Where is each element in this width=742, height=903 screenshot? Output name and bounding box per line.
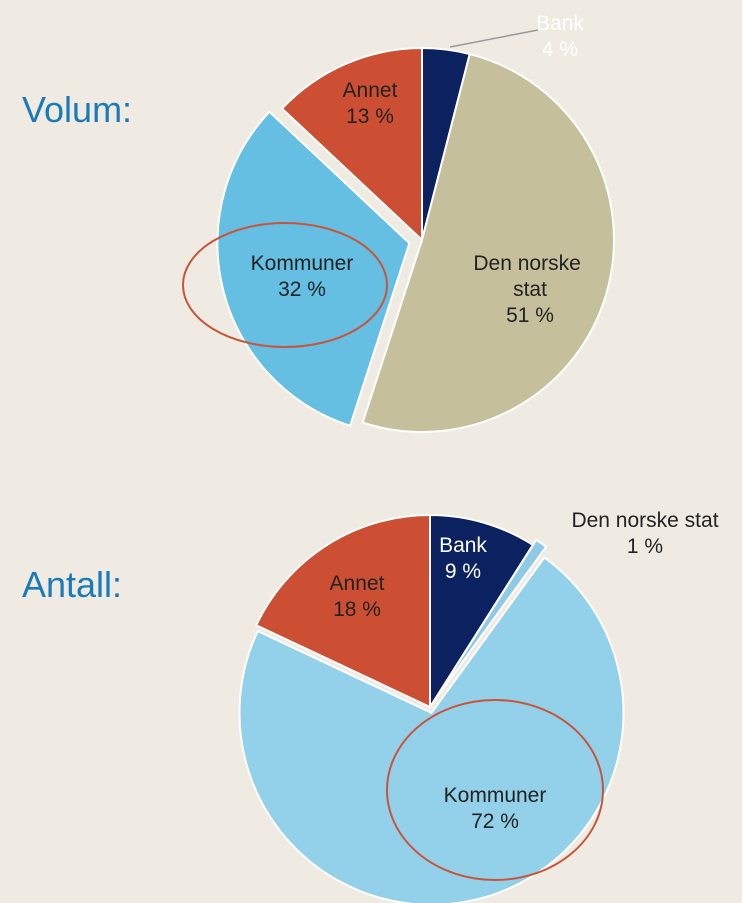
highlight-ellipse <box>386 699 604 881</box>
slice-label: Kommuner <box>444 784 547 807</box>
chart-title: Volum: <box>22 89 132 130</box>
slice-label: Kommuner <box>251 252 354 275</box>
slice-value-label: 18 % <box>333 598 381 621</box>
pie-slice <box>361 52 615 433</box>
chart-title: Antall: <box>22 564 122 605</box>
slice-label: Den norske stat <box>473 252 586 301</box>
pie-slice <box>238 556 625 903</box>
slice-value-label: 9 % <box>445 560 481 583</box>
slice-value-label: 32 % <box>278 278 326 301</box>
slice-label: Den norske stat <box>571 509 718 532</box>
slice-label: Annet <box>330 572 385 595</box>
highlight-ellipse <box>182 222 388 348</box>
pie-slice <box>280 46 423 243</box>
slice-value-label: 1 % <box>627 535 663 558</box>
pie-slice <box>429 513 535 711</box>
slice-label: Bank <box>536 12 584 35</box>
pie-slice <box>216 110 411 428</box>
slice-value-label: 51 % <box>506 304 554 327</box>
leader-line <box>449 29 539 48</box>
slice-value-label: 4 % <box>542 38 578 61</box>
slice-value-label: 72 % <box>471 810 519 833</box>
slice-label: Annet <box>343 79 398 102</box>
pie-slice <box>254 513 431 709</box>
slice-label: Bank <box>439 534 487 557</box>
slice-value-label: 13 % <box>346 105 394 128</box>
pie-slice <box>432 538 548 703</box>
